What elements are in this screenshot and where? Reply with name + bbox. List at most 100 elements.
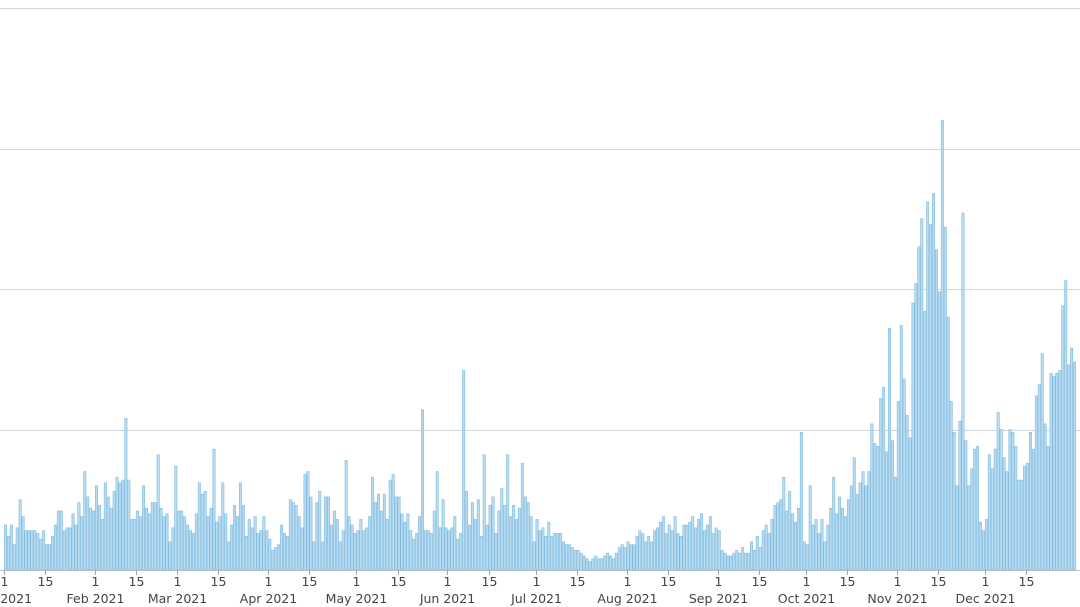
bar (482, 454, 486, 571)
x-tick-month-label: Jun 2021 (419, 591, 475, 606)
bar (597, 558, 601, 571)
x-tick-day-label: 1 (353, 574, 361, 589)
bar (89, 507, 93, 571)
bar (324, 496, 328, 571)
bar (150, 502, 154, 571)
bar (526, 502, 530, 571)
bar (429, 533, 433, 571)
bar (1005, 471, 1009, 571)
bar (902, 378, 906, 571)
bar (468, 524, 471, 571)
x-tick-day-label: 1 (803, 574, 811, 589)
bar (36, 533, 40, 571)
bar (553, 533, 557, 571)
bar (271, 550, 275, 571)
bar (776, 502, 780, 571)
x-tick-day-label: 15 (931, 574, 947, 589)
bar (917, 246, 921, 571)
bar (735, 550, 739, 571)
bar (174, 465, 178, 571)
bar (189, 530, 192, 571)
bar (332, 510, 336, 571)
bar (864, 485, 868, 571)
bar (1029, 432, 1032, 571)
bar (426, 530, 430, 571)
bar (309, 496, 313, 571)
bar (714, 527, 718, 571)
bar (805, 544, 809, 571)
bar (1017, 479, 1021, 571)
bar (658, 521, 662, 571)
x-tick-day-label: 15 (302, 574, 318, 589)
x-tick-day-label: 15 (482, 574, 498, 589)
bar (544, 535, 548, 571)
bar (56, 510, 60, 571)
x-tick-day-label: 15 (840, 574, 856, 589)
x-tick-day-label: 1 (92, 574, 100, 589)
bar (515, 519, 518, 571)
bar (920, 218, 924, 571)
bar (350, 524, 354, 571)
bar (843, 516, 847, 571)
bar (315, 502, 319, 571)
bar (465, 491, 469, 571)
bar (9, 524, 13, 571)
bar (876, 446, 880, 571)
bar (1034, 395, 1038, 571)
bar (1037, 384, 1041, 571)
bar (4, 524, 7, 571)
bar (791, 513, 795, 571)
bar (142, 485, 145, 571)
bar (755, 535, 759, 571)
bar (503, 505, 507, 571)
bar (573, 550, 577, 571)
x-tick-day-label: 1 (624, 574, 632, 589)
bar (153, 502, 157, 571)
bar (623, 547, 627, 571)
bar (180, 510, 184, 571)
bar (127, 479, 131, 571)
bar (841, 507, 844, 571)
bar (68, 527, 72, 571)
bar (65, 527, 69, 571)
bar (206, 516, 210, 571)
bar (761, 530, 765, 571)
bar (335, 519, 339, 571)
bar (453, 516, 457, 571)
bar (42, 530, 46, 571)
bar (230, 524, 234, 571)
bar (71, 513, 75, 571)
bar (835, 513, 839, 571)
bar (782, 476, 786, 571)
x-tick-day-label: 1 (982, 574, 990, 589)
bar (297, 516, 301, 571)
bar (617, 547, 621, 571)
bar (45, 544, 49, 571)
bar (611, 558, 615, 571)
x-tick-month-label: Apr 2021 (240, 591, 297, 606)
bar (961, 212, 965, 571)
bar (485, 524, 489, 571)
bar (368, 516, 372, 571)
bar (541, 527, 545, 571)
bar (711, 533, 715, 571)
x-tick-month-label: Jul 2021 (510, 591, 562, 606)
bar (697, 519, 701, 571)
bar (473, 519, 477, 571)
bar (124, 417, 128, 571)
bar (312, 541, 316, 571)
bar (385, 519, 389, 571)
bar (799, 432, 803, 571)
bar (741, 547, 745, 571)
bar (268, 538, 272, 571)
bar (679, 535, 683, 571)
x-tick-month-label: Dec 2021 (956, 591, 1016, 606)
bar (212, 448, 216, 571)
bar (103, 482, 107, 571)
bar (165, 513, 169, 571)
bar (538, 530, 542, 571)
bar (365, 527, 369, 571)
bar (911, 302, 915, 571)
bar (829, 507, 833, 571)
bar (21, 516, 25, 571)
